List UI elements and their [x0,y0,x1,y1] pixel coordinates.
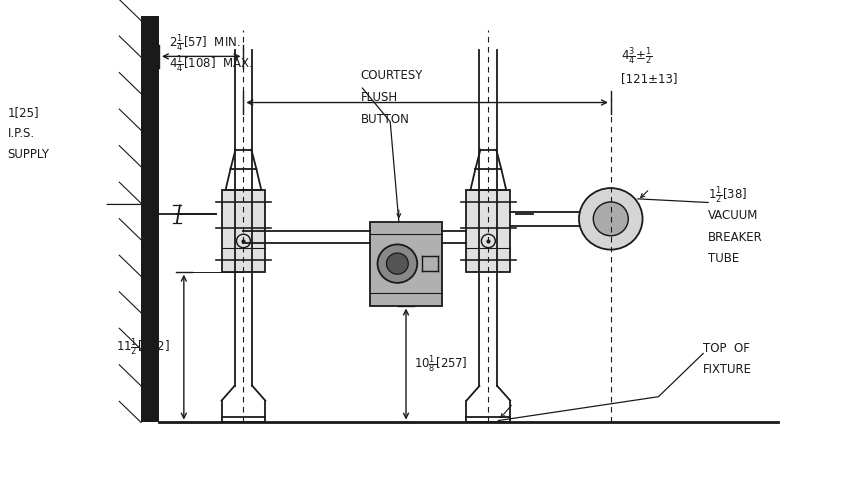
Text: 1[25]: 1[25] [8,105,39,119]
Text: VACUUM: VACUUM [708,209,758,223]
Bar [467,190,510,272]
Text: BUTTON: BUTTON [360,113,410,126]
Text: COURTESY: COURTESY [360,69,422,82]
Bar [222,190,265,272]
Text: TOP  OF: TOP OF [703,342,750,355]
Circle shape [387,253,408,274]
Text: [121±13]: [121±13] [620,72,677,85]
Text: TUBE: TUBE [708,252,740,265]
Text: 10$\frac{1}{8}$[257]: 10$\frac{1}{8}$[257] [414,353,468,375]
Bar [141,16,159,422]
Text: 4$\frac{3}{4}$$\pm$$\frac{1}{2}$: 4$\frac{3}{4}$$\pm$$\frac{1}{2}$ [620,46,652,67]
Circle shape [579,188,643,250]
Text: FIXTURE: FIXTURE [703,363,752,376]
Text: SUPPLY: SUPPLY [8,148,50,161]
Text: 11$\frac{1}{2}$[292]: 11$\frac{1}{2}$[292] [116,336,170,358]
Circle shape [377,244,417,283]
Text: 1$\frac{1}{2}$[38]: 1$\frac{1}{2}$[38] [708,184,747,206]
Text: 2$\frac{1}{4}$[57]  MIN.: 2$\frac{1}{4}$[57] MIN. [169,32,241,54]
Text: BREAKER: BREAKER [708,231,763,243]
Text: 4$\frac{1}{4}$[108]  MAX.: 4$\frac{1}{4}$[108] MAX. [169,53,253,75]
Bar [370,222,442,306]
Text: FLUSH: FLUSH [360,91,398,104]
Circle shape [593,202,628,236]
Text: I.P.S.: I.P.S. [8,127,35,140]
